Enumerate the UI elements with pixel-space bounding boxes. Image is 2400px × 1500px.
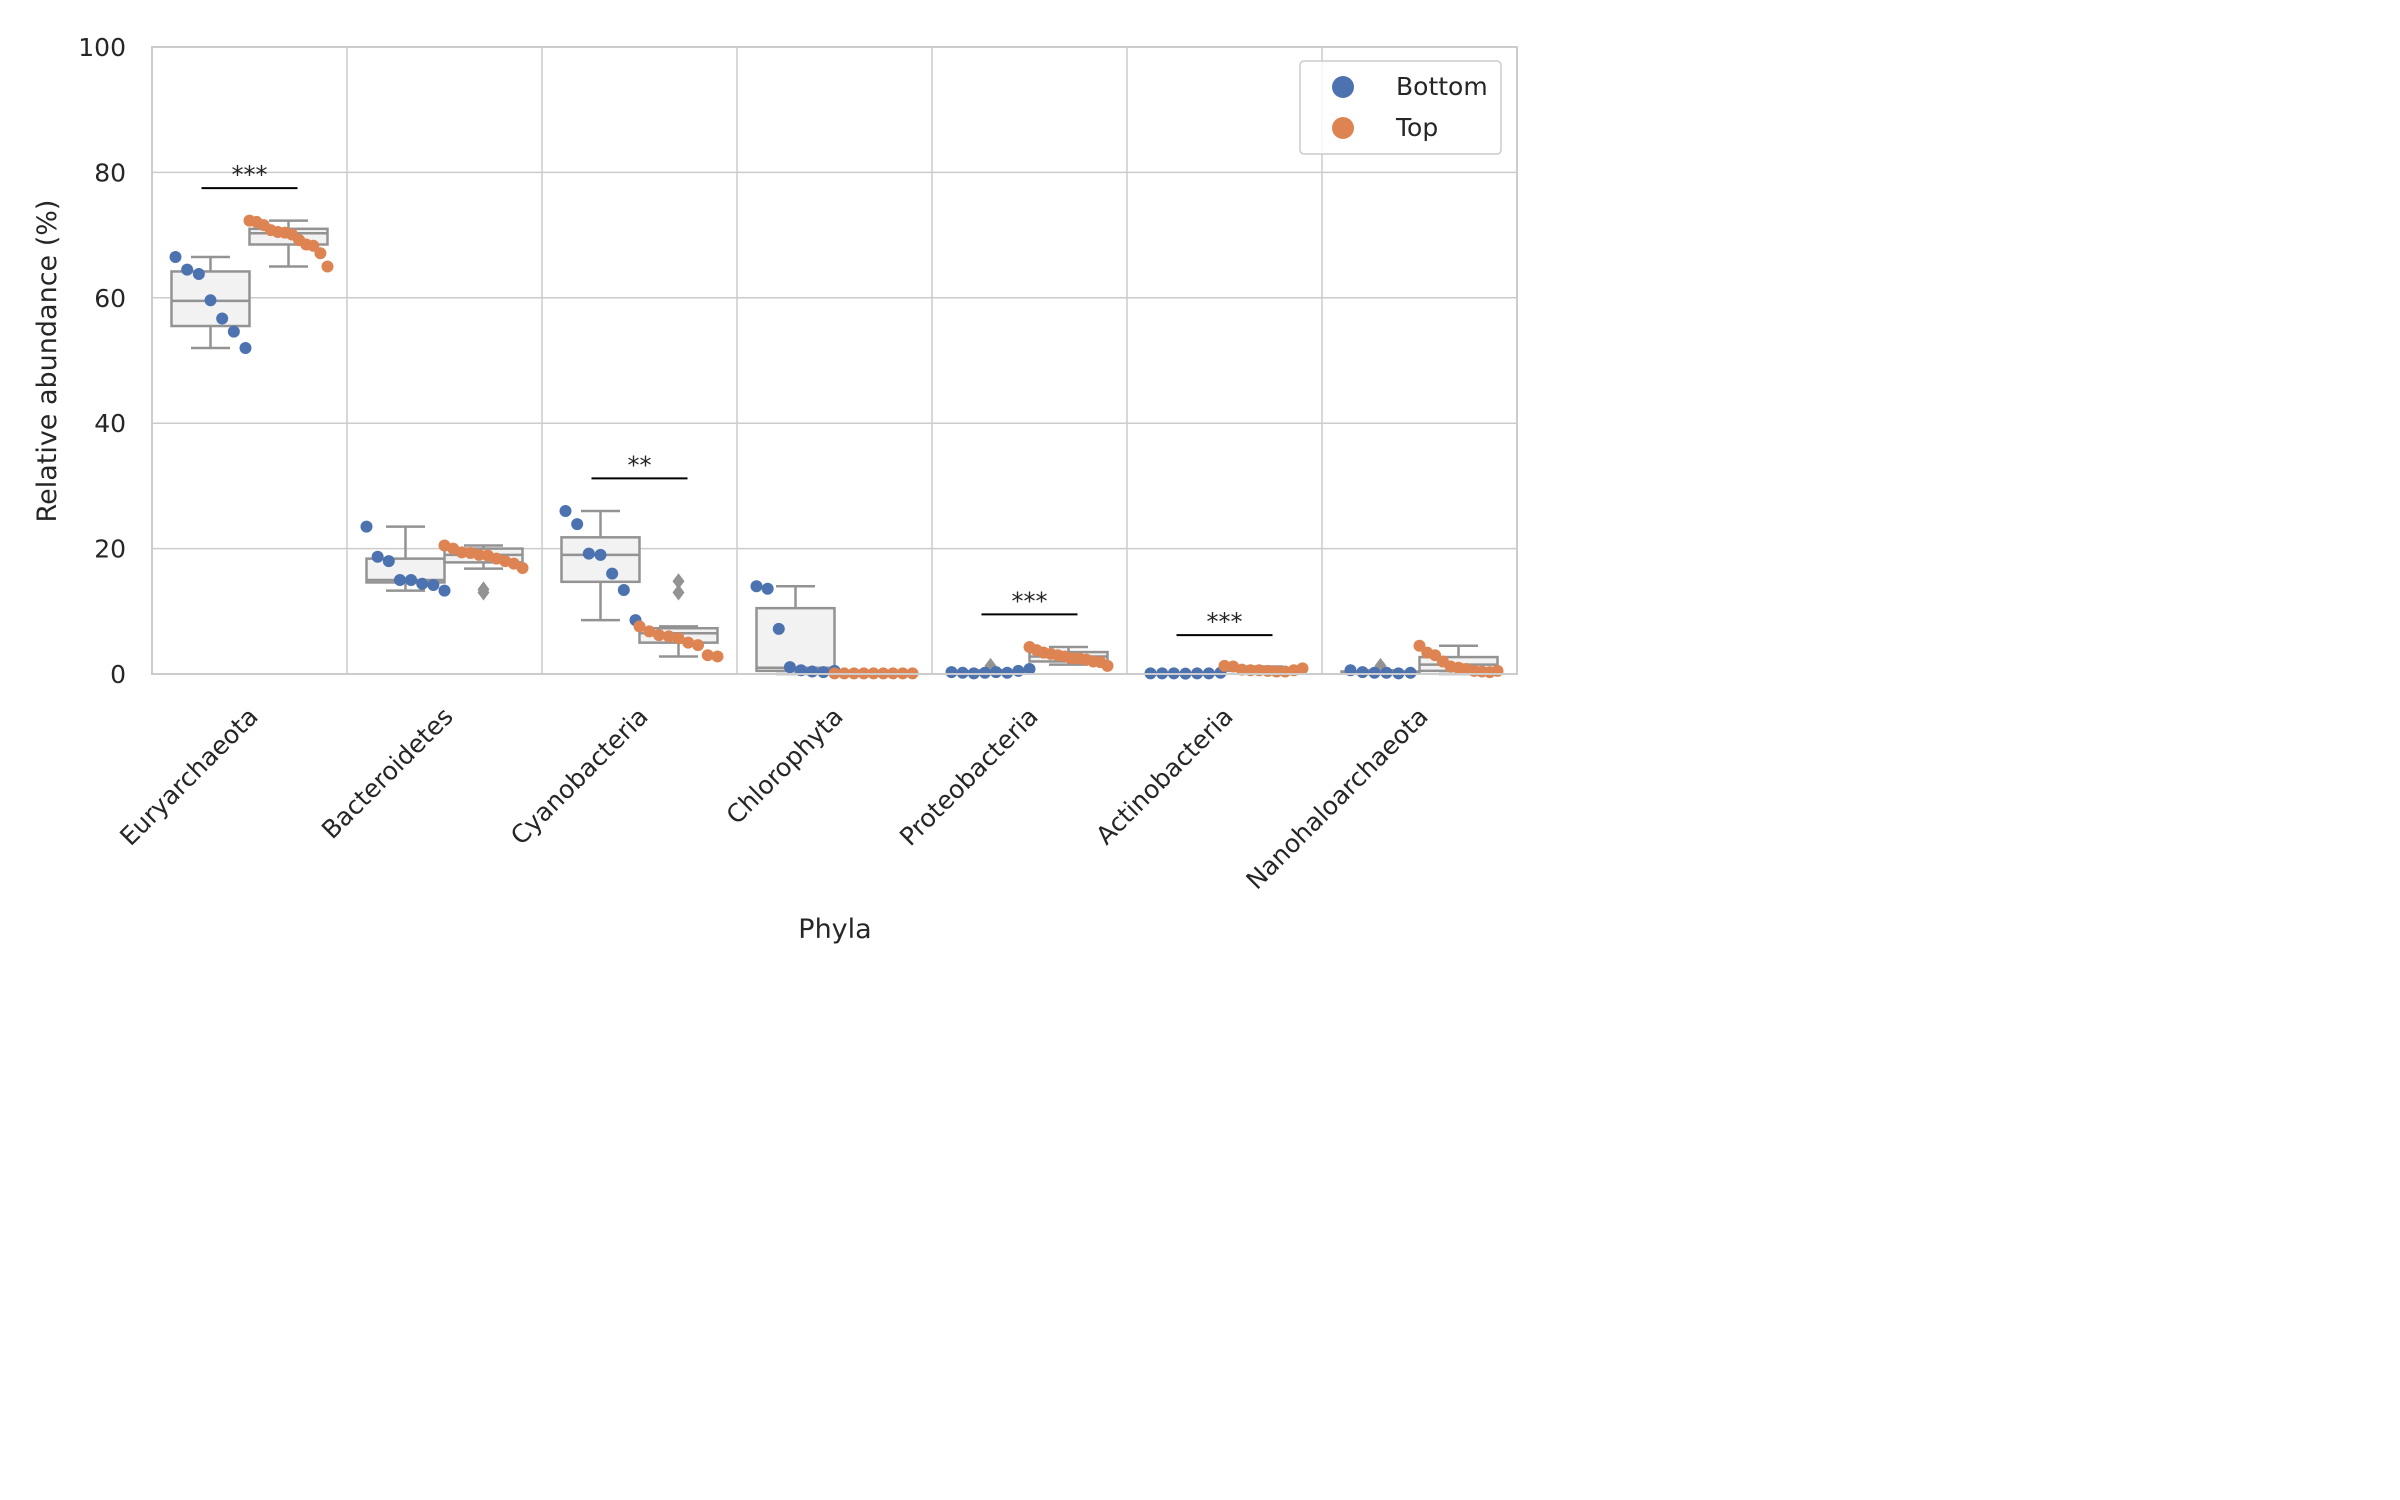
data-point-bottom xyxy=(1023,662,1036,675)
data-point-top xyxy=(662,630,675,643)
data-point-top xyxy=(1101,659,1114,672)
legend-marker-top xyxy=(1332,117,1354,139)
data-point-top xyxy=(516,562,529,575)
data-point-top xyxy=(1491,664,1504,677)
data-point-top xyxy=(1296,662,1309,675)
x-axis-ticks: Euryarchaeota Bacteroidetes Cyanobacteria C… xyxy=(114,702,1434,895)
data-point-top xyxy=(711,650,724,663)
data-point-bottom xyxy=(582,547,595,560)
legend-marker-bottom xyxy=(1332,76,1354,98)
data-point-bottom xyxy=(393,573,406,586)
data-point-bottom xyxy=(360,520,373,533)
significance-annotations: *********** xyxy=(201,161,1273,637)
data-point-top xyxy=(692,639,704,652)
significance-label: *** xyxy=(1207,608,1243,636)
y-tick-label: 0 xyxy=(110,660,126,689)
data-point-top xyxy=(1235,663,1248,676)
data-point-top xyxy=(1413,639,1426,652)
data-point-bottom xyxy=(772,622,785,635)
data-point-top xyxy=(701,649,714,662)
data-point-top xyxy=(653,629,665,642)
data-point-top xyxy=(1218,659,1231,672)
data-point-bottom xyxy=(192,267,205,280)
box-body xyxy=(755,606,836,673)
data-point-bottom xyxy=(1356,666,1369,679)
x-tick-label: Bacteroidetes xyxy=(316,702,459,845)
data-point-bottom xyxy=(594,548,607,561)
data-point-bottom xyxy=(181,263,194,276)
box-outlier xyxy=(477,584,490,601)
data-point-bottom xyxy=(438,584,451,597)
data-point-top xyxy=(633,620,646,633)
y-tick-label: 60 xyxy=(94,284,126,313)
box-outlier xyxy=(672,584,685,601)
data-point-bottom xyxy=(761,582,774,595)
data-point-bottom xyxy=(371,550,384,563)
y-tick-label: 100 xyxy=(78,33,126,62)
data-point-bottom xyxy=(1404,666,1417,679)
data-point-bottom xyxy=(750,580,763,593)
data-point-bottom xyxy=(783,661,796,674)
x-tick-label: Proteobacteria xyxy=(894,702,1044,852)
plot-frame xyxy=(151,46,1518,675)
data-point-top xyxy=(307,239,320,252)
data-point-top xyxy=(682,636,695,649)
x-tick-label: Chlorophyta xyxy=(721,702,849,830)
data-point-bottom xyxy=(405,573,418,586)
x-tick-label: Euryarchaeota xyxy=(114,702,264,852)
data-point-bottom xyxy=(956,666,969,679)
data-point-bottom xyxy=(559,504,572,517)
data-point-bottom xyxy=(169,251,182,264)
data-point-bottom xyxy=(382,555,395,568)
significance-label: *** xyxy=(1012,587,1048,615)
swarm-points xyxy=(169,214,1504,680)
data-point-bottom xyxy=(1012,664,1025,677)
data-point-top xyxy=(321,260,334,273)
data-point-bottom xyxy=(1380,666,1393,679)
data-point-bottom xyxy=(806,665,819,678)
data-point-bottom xyxy=(227,325,240,338)
legend-label-top: Top xyxy=(1395,113,1438,142)
significance-label: *** xyxy=(232,161,268,189)
data-point-bottom xyxy=(817,666,830,679)
y-tick-label: 20 xyxy=(94,535,126,564)
data-point-bottom xyxy=(990,666,1003,679)
legend: Bottom Top xyxy=(1299,60,1502,155)
data-point-bottom xyxy=(1001,666,1014,679)
box-plots xyxy=(170,219,1499,676)
data-point-top xyxy=(314,247,327,260)
x-tick-label: Cyanobacteria xyxy=(505,702,654,851)
data-point-top xyxy=(643,625,656,638)
significance-label: ** xyxy=(628,451,652,479)
data-point-bottom xyxy=(204,294,217,307)
data-point-bottom xyxy=(571,518,584,531)
data-point-bottom xyxy=(617,583,630,596)
y-tick-label: 40 xyxy=(94,409,126,438)
data-point-bottom xyxy=(945,666,958,679)
data-point-bottom xyxy=(416,577,429,590)
x-tick-label: Actinobacteria xyxy=(1090,702,1238,850)
data-point-bottom xyxy=(978,666,991,679)
box-outlier xyxy=(672,573,685,590)
data-point-top xyxy=(473,548,486,561)
data-point-bottom xyxy=(216,312,229,325)
y-axis-ticks: 0 20 40 60 80 100 xyxy=(78,33,126,689)
y-axis-label: Relative abundance (%) xyxy=(32,200,63,523)
data-point-bottom xyxy=(239,341,252,354)
data-point-bottom xyxy=(606,567,619,580)
data-point-top xyxy=(672,632,685,645)
x-axis-label: Phyla xyxy=(798,914,871,945)
legend-label-bottom: Bottom xyxy=(1396,72,1488,101)
data-point-bottom xyxy=(1368,666,1381,679)
data-point-bottom xyxy=(427,578,440,591)
y-tick-label: 80 xyxy=(94,158,126,187)
x-tick-label: Nanohaloarchaeota xyxy=(1240,702,1433,895)
data-point-top xyxy=(455,546,468,559)
